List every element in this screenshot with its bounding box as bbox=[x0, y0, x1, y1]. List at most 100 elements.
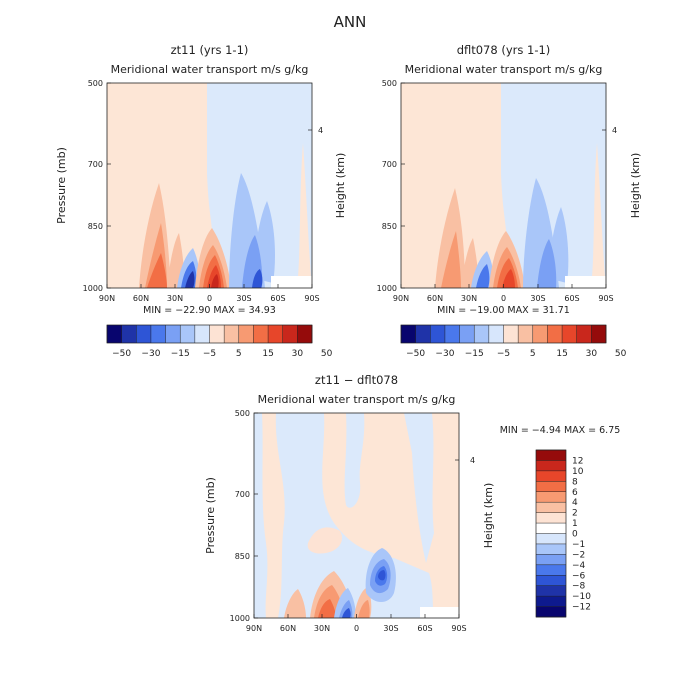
colorbar-swatch bbox=[536, 596, 566, 607]
y-axis-right-label: Height (km) bbox=[334, 153, 347, 219]
x-tick-label: 90N bbox=[246, 624, 262, 633]
colorbar-swatch bbox=[430, 325, 446, 343]
contour-lobe bbox=[284, 589, 306, 618]
colorbar-label: −30 bbox=[141, 349, 160, 359]
x-tick-label: 30S bbox=[236, 294, 251, 303]
y-tick-label: 1000 bbox=[83, 284, 103, 293]
y-axis-right-label: Height (km) bbox=[629, 153, 642, 219]
colorbar-frame bbox=[400, 324, 607, 344]
min-max-readout: MIN = −4.94 MAX = 6.75 bbox=[500, 425, 621, 436]
y-tick-label: 500 bbox=[382, 79, 397, 88]
contour-lobe bbox=[502, 269, 515, 288]
colorbar-swatch bbox=[194, 325, 210, 343]
y-axis-right: 4 bbox=[602, 126, 617, 135]
colorbar-label: −12 bbox=[572, 603, 591, 613]
colorbar-label: −50 bbox=[406, 349, 425, 359]
panel-difference: zt11 − dflt078 Meridional water transpor… bbox=[204, 373, 620, 633]
colorbar: −50 −30 −15 −5 5 15 30 50 bbox=[106, 324, 333, 359]
y-tick-label: 500 bbox=[235, 409, 250, 418]
colorbar-swatch bbox=[297, 325, 313, 343]
colorbar-label: 1 bbox=[572, 519, 578, 529]
colorbar-swatch bbox=[224, 325, 240, 343]
colorbar-swatch bbox=[536, 491, 566, 503]
y-axis-label: Pressure (mb) bbox=[204, 477, 217, 554]
colorbar-swatch bbox=[536, 564, 566, 576]
x-tick-label: 60S bbox=[270, 294, 285, 303]
colorbar-swatch bbox=[459, 325, 475, 343]
panel-subtitle: Meridional water transport m/s g/kg bbox=[405, 63, 603, 76]
y-tick-label: 700 bbox=[88, 160, 103, 169]
y-tick-label: 1000 bbox=[377, 284, 397, 293]
y-right-tick-label: 4 bbox=[470, 456, 475, 465]
colorbar-label: 30 bbox=[586, 349, 598, 359]
x-axis: 90N 60N 30N 0 30S 60S 90S bbox=[246, 614, 467, 633]
colorbar-label: 0 bbox=[572, 530, 578, 540]
colorbar-swatch bbox=[536, 523, 566, 534]
colorbar-swatch bbox=[238, 325, 254, 343]
colorbar-label: 50 bbox=[321, 349, 333, 359]
y-axis-right: 4 bbox=[455, 456, 475, 465]
colorbar-swatch bbox=[503, 325, 519, 343]
colorbar-label: −50 bbox=[112, 349, 131, 359]
x-tick-label: 90S bbox=[304, 294, 319, 303]
colorbar-label: −30 bbox=[435, 349, 454, 359]
colorbar-label: 8 bbox=[572, 477, 578, 487]
colorbar-swatch bbox=[107, 325, 122, 343]
colorbar-swatch bbox=[536, 533, 566, 545]
negative-band bbox=[404, 413, 434, 563]
missing-data-area bbox=[271, 276, 312, 288]
min-max-readout: MIN = −19.00 MAX = 31.71 bbox=[437, 305, 570, 316]
colorbar-swatch bbox=[536, 543, 566, 555]
colorbar-swatch bbox=[474, 325, 490, 343]
panel-title: dflt078 (yrs 1-1) bbox=[457, 43, 551, 57]
colorbar-label: −5 bbox=[203, 349, 216, 359]
southern-edge-band bbox=[297, 143, 312, 288]
colorbar-label: −1 bbox=[572, 540, 585, 550]
panel-subtitle: Meridional water transport m/s g/kg bbox=[111, 63, 309, 76]
colorbar-swatch bbox=[562, 325, 578, 343]
x-tick-label: 60N bbox=[427, 294, 443, 303]
contour-lobe bbox=[252, 269, 263, 288]
colorbar-label: 6 bbox=[572, 488, 578, 498]
colorbar-swatch bbox=[165, 325, 181, 343]
colorbar-label: −2 bbox=[572, 550, 585, 560]
colorbar-label: 30 bbox=[292, 349, 304, 359]
contour-lobe bbox=[537, 239, 557, 288]
colorbar-swatch bbox=[536, 585, 566, 597]
contour-lobe bbox=[476, 264, 490, 288]
panel-dflt078: dflt078 (yrs 1-1) Meridional water trans… bbox=[377, 43, 642, 359]
colorbar-label: 50 bbox=[615, 349, 627, 359]
contour-lobe bbox=[211, 274, 219, 288]
x-tick-label: 0 bbox=[207, 294, 212, 303]
colorbar-swatch bbox=[518, 325, 534, 343]
x-tick-label: 90S bbox=[451, 624, 466, 633]
contour-lobe bbox=[147, 253, 167, 288]
colorbar-label: 4 bbox=[572, 498, 578, 508]
colorbar-swatch bbox=[536, 470, 566, 482]
colorbar-swatch bbox=[488, 325, 504, 343]
y-tick-label: 700 bbox=[235, 490, 250, 499]
x-tick-label: 0 bbox=[501, 294, 506, 303]
y-tick-label: 1000 bbox=[230, 614, 250, 623]
colorbar-swatch bbox=[121, 325, 137, 343]
colorbar-swatch bbox=[591, 325, 607, 343]
x-tick-label: 90N bbox=[99, 294, 115, 303]
y-axis-left: 500 700 850 1000 bbox=[230, 409, 258, 623]
panel-title: zt11 (yrs 1-1) bbox=[171, 43, 249, 57]
x-tick-label: 30S bbox=[383, 624, 398, 633]
x-axis: 90N 60N 30N 0 30S 60S 90S bbox=[99, 284, 320, 303]
contour-lobe bbox=[358, 600, 370, 618]
colorbar-label: 5 bbox=[530, 349, 536, 359]
colorbar-label: 15 bbox=[556, 349, 567, 359]
colorbar-swatch bbox=[180, 325, 196, 343]
colorbar-swatch bbox=[536, 512, 566, 524]
missing-data-area bbox=[565, 276, 606, 288]
colorbar-swatch bbox=[536, 554, 566, 566]
colorbar-swatch bbox=[268, 325, 284, 343]
colorbar-label: −5 bbox=[497, 349, 510, 359]
colorbar-swatch bbox=[536, 450, 566, 461]
x-tick-label: 30S bbox=[530, 294, 545, 303]
y-right-tick-label: 4 bbox=[318, 126, 323, 135]
